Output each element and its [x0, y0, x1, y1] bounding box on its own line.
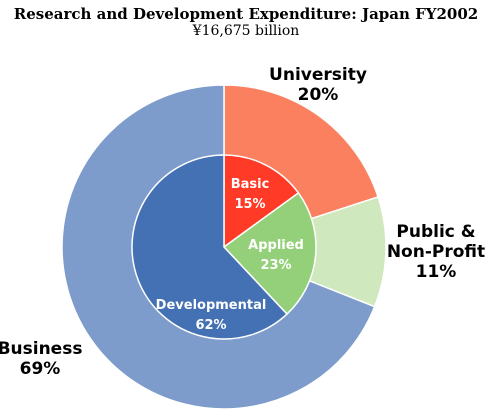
inner-slice-0	[223, 154, 300, 249]
inner-label-2: Developmental 62%	[156, 298, 267, 333]
inner-ring	[131, 154, 317, 340]
outer-label-2-line-0: Business	[0, 339, 82, 359]
inner-slice-2	[131, 154, 289, 340]
inner-label-2-line-1: 62%	[195, 318, 226, 333]
chart-subtitle: ¥16,675 billion	[192, 23, 300, 39]
inner-label-0: Basic 15%	[231, 177, 270, 212]
inner-label-1-line-0: Applied	[248, 238, 304, 253]
outer-label-2: Business 69%	[0, 339, 82, 379]
outer-label-0: University 20%	[269, 65, 367, 105]
inner-label-1: Applied 23%	[248, 238, 304, 273]
outer-label-0-line-1: 20%	[298, 85, 339, 105]
slice-labels: University 20% Public & Non-Profit 11% Busine…	[0, 65, 485, 379]
outer-label-1-line-1: Non-Profit	[387, 242, 485, 262]
inner-label-2-line-0: Developmental	[156, 298, 267, 313]
outer-label-1-line-0: Public &	[396, 222, 475, 242]
outer-label-1: Public & Non-Profit 11%	[387, 222, 485, 282]
inner-slice-1	[222, 191, 317, 316]
outer-label-1-line-2: 11%	[416, 262, 457, 282]
outer-label-2-line-1: 69%	[20, 359, 61, 379]
inner-label-1-line-1: 23%	[260, 258, 291, 273]
inner-label-0-line-1: 15%	[234, 197, 265, 212]
outer-label-0-line-0: University	[269, 65, 367, 85]
inner-label-0-line-0: Basic	[231, 177, 270, 192]
chart-title: Research and Development Expenditure: Ja…	[14, 5, 479, 23]
